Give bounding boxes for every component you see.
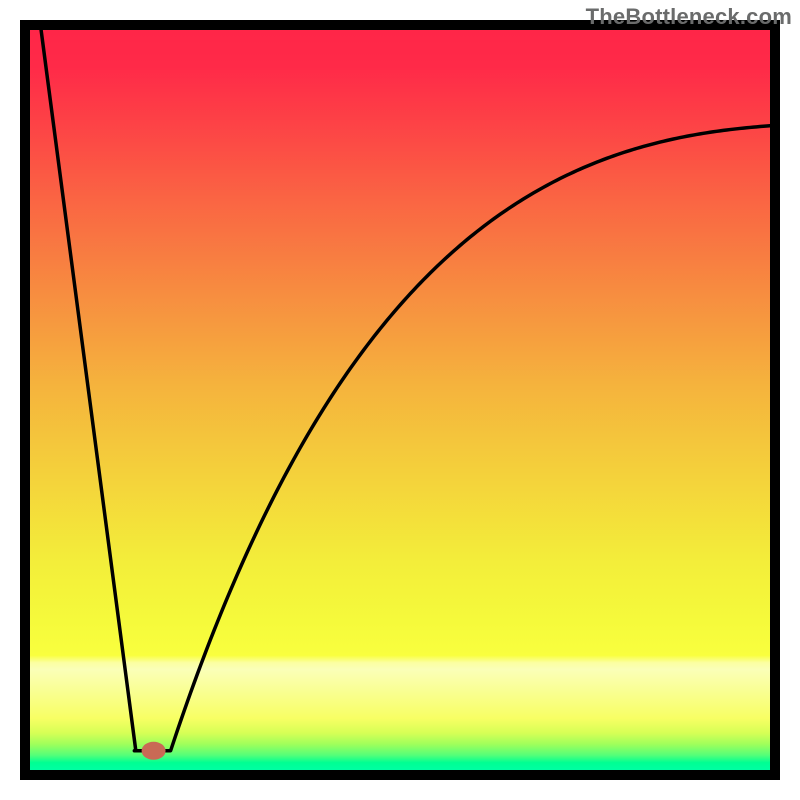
attribution-text: TheBottleneck.com [586, 4, 792, 30]
chart-container: TheBottleneck.com [0, 0, 800, 800]
bottleneck-curve-chart [0, 0, 800, 800]
optimum-marker [142, 742, 166, 760]
